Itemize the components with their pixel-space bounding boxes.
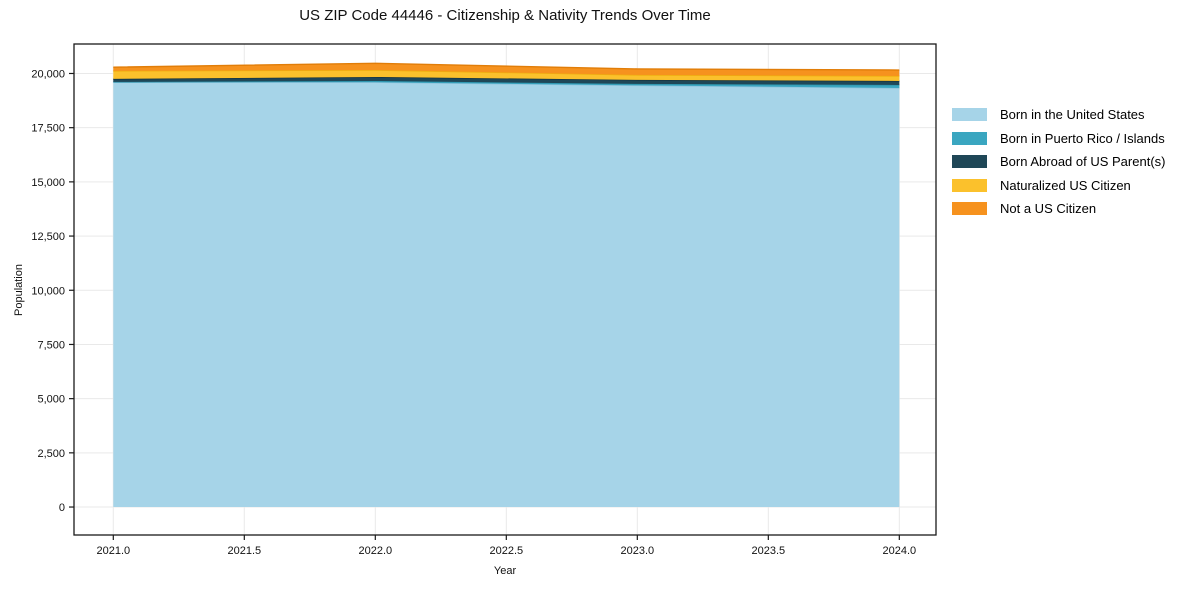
legend-swatch	[952, 131, 987, 145]
x-tick-label: 2023.0	[620, 545, 654, 557]
y-tick-label: 2,500	[37, 448, 65, 460]
legend-item: Naturalized US Citizen	[952, 177, 1165, 193]
legend-swatch	[952, 155, 987, 168]
x-axis-label: Year	[493, 565, 517, 577]
x-tick-label: 2022.0	[358, 545, 392, 557]
y-tick-label: 10,000	[31, 285, 65, 297]
y-tick-label: 15,000	[31, 177, 65, 189]
legend-item: Born in the United States	[952, 107, 1165, 122]
area-series	[113, 70, 900, 81]
y-tick-label: 7,500	[37, 339, 65, 351]
area-edge-line	[113, 62, 900, 71]
legend-label: Born in Puerto Rico / Islands	[1000, 130, 1165, 146]
y-tick-label: 17,500	[31, 123, 65, 135]
legend-swatch	[952, 108, 987, 121]
area-series	[113, 63, 900, 76]
y-tick-label: 0	[59, 502, 65, 514]
y-axis-label: Population	[13, 264, 25, 316]
y-tick-label: 5,000	[37, 394, 65, 406]
chart-title: US ZIP Code 44446 - Citizenship & Nativi…	[299, 7, 711, 24]
area-edge-line	[113, 81, 900, 89]
legend-swatch	[952, 202, 987, 215]
x-tick-label: 2024.0	[882, 545, 916, 557]
legend-label: Naturalized US Citizen	[1000, 177, 1131, 193]
x-tick-label: 2021.0	[96, 545, 130, 557]
legend-item: Not a US Citizen	[952, 201, 1165, 216]
y-tick-label: 20,000	[31, 68, 65, 80]
x-tick-label: 2023.5	[751, 545, 785, 557]
plot-frame	[73, 43, 937, 536]
legend-label: Born Abroad of US Parent(s)	[1000, 154, 1166, 169]
legend-label: Born in the United States	[1000, 107, 1145, 122]
legend-swatch	[952, 178, 987, 192]
legend: Born in the United States Born in Puerto…	[952, 107, 1166, 226]
x-tick-label: 2022.5	[489, 545, 523, 557]
legend-item: Born in Puerto Rico / Islands	[952, 130, 1165, 146]
area-series	[113, 82, 900, 508]
x-tick-label: 2021.5	[227, 545, 261, 557]
area-series	[113, 76, 900, 85]
legend-item: Born Abroad of US Parent(s)	[952, 154, 1166, 169]
y-tick-label: 12,500	[31, 231, 65, 243]
legend-label: Not a US Citizen	[1000, 201, 1097, 216]
